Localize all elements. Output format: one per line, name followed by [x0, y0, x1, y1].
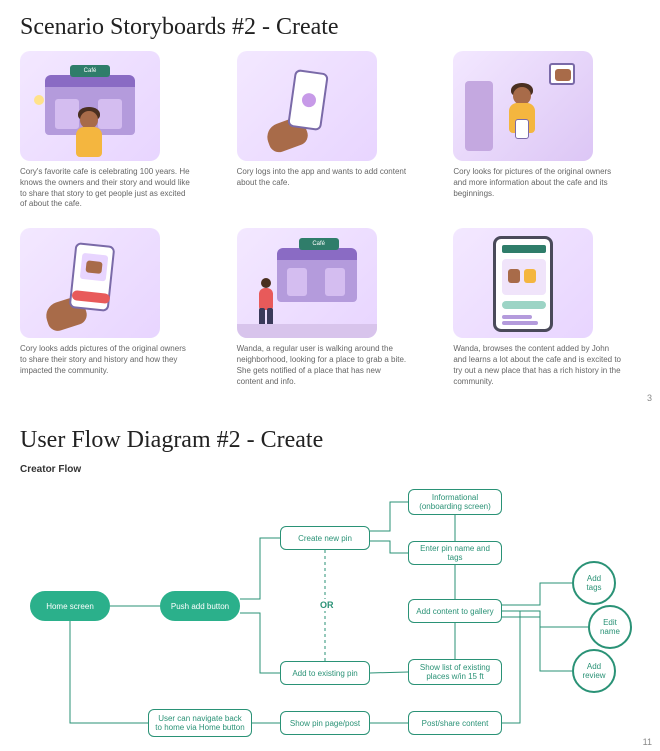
storyboard-caption-1: Cory's favorite cafe is celebrating 100 … [20, 167, 190, 210]
flow-node-existingpin: Add to existing pin [280, 661, 370, 685]
flow-node-onboard: Informational (onboarding screen) [408, 489, 502, 515]
flow-node-showlist: Show list of existing places w/in 15 ft [408, 659, 502, 685]
flow-node-postshare: Post/share content [408, 711, 502, 735]
phone-large-icon [493, 236, 553, 332]
flow-edge-push-createpin [240, 538, 280, 599]
storyboard-thumb-6 [453, 228, 593, 338]
flow-node-addreview: Add review [572, 649, 616, 693]
storyboard-thumb-4 [20, 228, 160, 338]
storyboard-caption-4: Cory looks adds pictures of the original… [20, 344, 190, 376]
flow-edge-addcontent-postshare [502, 611, 520, 723]
flow-edge-addcontent-addreview [502, 617, 572, 671]
phone-icon [287, 69, 329, 131]
storyboard-caption-5: Wanda, a regular user is walking around … [237, 344, 407, 387]
flow-edges [20, 481, 640, 741]
storyboard-cell-1: Café Cory's favorite cafe is celebrating… [20, 51, 207, 210]
storyboard-title: Scenario Storyboards #2 - Create [20, 14, 640, 41]
storyboard-thumb-5: Café [237, 228, 377, 338]
flow-or-label: OR [318, 599, 336, 611]
cafe-sign-icon: Café [70, 65, 110, 77]
flow-node-addcontent: Add content to gallery [408, 599, 502, 623]
flow-node-showpin: Show pin page/post [280, 711, 370, 735]
flow-canvas: OR Home screen Push add button Create new … [20, 481, 640, 741]
flow-node-entername: Enter pin name and tags [408, 541, 502, 565]
idea-bulb-icon [34, 95, 44, 105]
storyboard-grid: Café Cory's favorite cafe is celebrating… [20, 51, 640, 387]
storyboard-caption-3: Cory looks for pictures of the original … [453, 167, 623, 199]
storyboard-thumb-2 [237, 51, 377, 161]
flow-node-navback: User can navigate back to home via Home … [148, 709, 252, 737]
storyboard-caption-6: Wanda, browses the content added by John… [453, 344, 623, 387]
flow-node-push: Push add button [160, 591, 240, 621]
flow-edge-existingpin-showlist [370, 672, 408, 673]
storyboard-thumb-1: Café [20, 51, 160, 161]
storyboard-thumb-3 [453, 51, 593, 161]
storyboard-cell-4: Cory looks adds pictures of the original… [20, 228, 207, 387]
flow-edge-addcontent-editname [502, 611, 588, 627]
storyboard-caption-2: Cory logs into the app and wants to add … [237, 167, 407, 189]
flow-subheader: Creator Flow [20, 464, 640, 475]
flow-node-addtags: Add tags [572, 561, 616, 605]
flow-edge-createpin-onboard [370, 502, 408, 531]
flow-title: User Flow Diagram #2 - Create [20, 427, 640, 454]
flow-node-home: Home screen [30, 591, 110, 621]
storyboard-cell-6: Wanda, browses the content added by John… [453, 228, 640, 387]
cafe-sign-icon: Café [299, 238, 339, 250]
flow-edge-navback-home [70, 621, 148, 723]
flow-edge-push-existingpin [240, 613, 280, 673]
flow-edge-addcontent-addtags [502, 583, 572, 605]
storyboard-page-number: 3 [647, 393, 652, 403]
flow-node-createpin: Create new pin [280, 526, 370, 550]
storyboard-cell-5: Café Wanda, a regular user is walking ar… [237, 228, 424, 387]
picture-frame-icon [549, 63, 575, 85]
phone-with-photo-icon [69, 242, 116, 312]
storyboard-cell-3: Cory looks for pictures of the original … [453, 51, 640, 210]
storyboard-section: Scenario Storyboards #2 - Create Café Co… [0, 0, 660, 407]
flow-section: User Flow Diagram #2 - Create Creator Fl… [0, 407, 660, 751]
flow-edge-createpin-entername [370, 541, 408, 553]
flow-node-editname: Edit name [588, 605, 632, 649]
storyboard-cell-2: Cory logs into the app and wants to add … [237, 51, 424, 210]
